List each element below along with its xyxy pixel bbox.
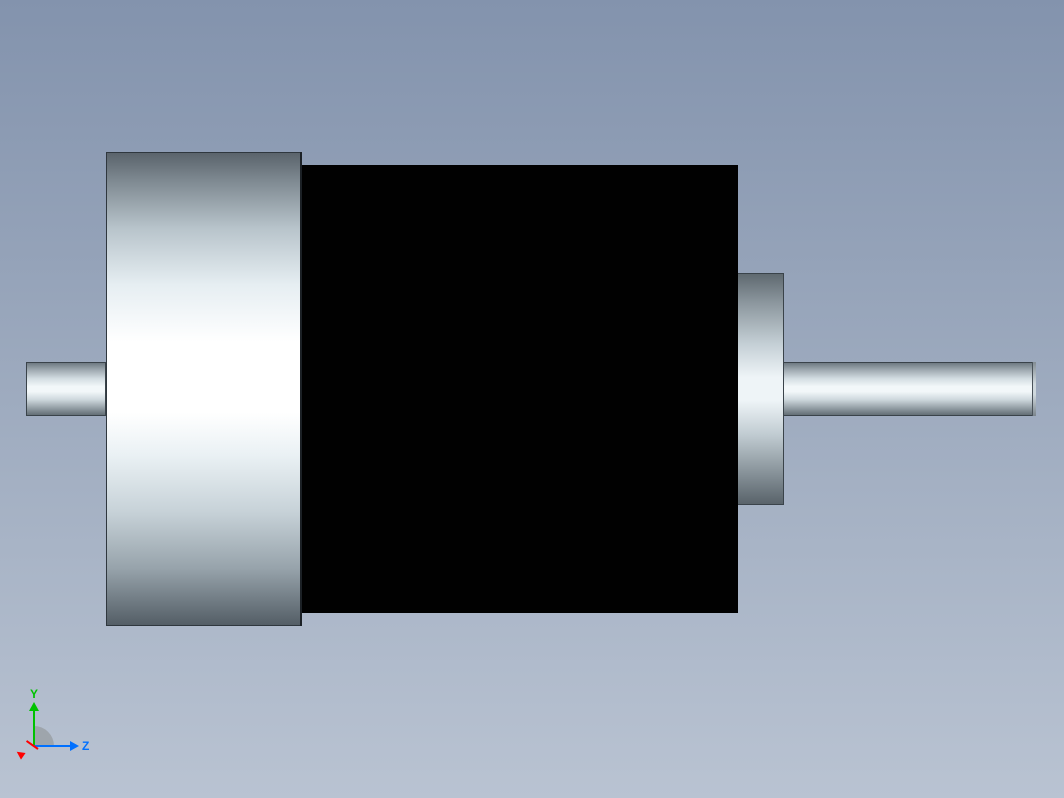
axis-z-line (34, 745, 70, 747)
part-flange (106, 152, 302, 626)
axis-y-line (33, 710, 35, 746)
axis-y-arrow-icon (29, 702, 39, 711)
part-shaft-right (784, 362, 1036, 416)
axis-y-label: Y (30, 688, 38, 700)
axis-z-arrow-icon (70, 741, 79, 751)
cad-viewport[interactable]: Y Z (0, 0, 1064, 798)
part-shaft-left (26, 362, 106, 416)
model-3d[interactable] (0, 0, 1064, 798)
part-shaft-right-endcap (1032, 362, 1036, 416)
part-body-black (302, 165, 738, 613)
part-collar-right (738, 273, 784, 505)
axis-z-label: Z (82, 740, 89, 752)
axis-fan-icon (32, 720, 60, 748)
